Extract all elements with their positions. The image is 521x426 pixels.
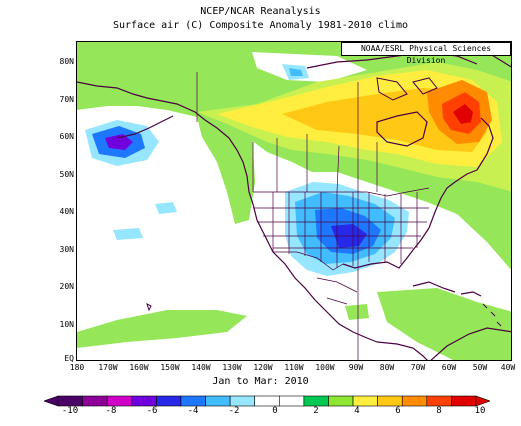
colorbar-cell [229,395,256,407]
mexico-state-lines [316,277,358,305]
islands-arctic-cluster [376,77,438,101]
coastline-aleutians [116,115,174,139]
anomaly-map [76,41,512,361]
lon-label-70w: 70W [410,363,426,372]
colorbar-tick-neg4: -4 [187,406,199,416]
lat-label-20n: 20N [59,282,74,291]
coastline-hudson-bay [376,111,428,147]
lat-label-10n: 10N [59,320,74,329]
coastline-central-america [376,341,428,360]
lon-label-160w: 160W [129,363,149,372]
cold-patch-pacific-2 [113,228,143,240]
coastline-hispaniola [460,291,482,297]
colorbar-cell [57,395,83,407]
credit-label: NOAA/ESRL Physical Sciences Division [341,42,511,65]
colorbar-arrow-high [475,395,490,407]
colorbar-cell [82,395,108,407]
lat-label-50n: 50N [59,170,74,179]
period-label: Jan to Mar: 2010 [212,376,309,387]
coastline-california-baja [252,203,316,301]
colorbar-arrow-low [44,395,59,407]
anomaly-region-1to2-coast [197,117,255,224]
colorbar-cell [180,395,206,407]
map-title: NCEP/NCAR Reanalysis [200,6,321,17]
island-hawaii [146,303,152,312]
anomaly-region-gt8 [453,104,473,124]
colorbar-tick-neg8: -8 [105,406,117,416]
lat-label-40n: 40N [59,207,74,216]
lon-label-140w: 140W [191,363,211,372]
anomaly-region-1to2-tropics [77,310,247,348]
lon-label-90w: 90W [348,363,364,372]
lon-label-170w: 170W [98,363,118,372]
colorbar-cell [278,395,305,407]
map-subtitle: Surface air (C) Composite Anomaly 1981-2… [112,20,408,31]
state-lines-horizontal [253,207,429,249]
colorbar-cell [426,395,452,407]
colorbar-cell [451,395,477,407]
colorbar-cell [377,395,403,407]
coastline-east-us [428,169,478,229]
colorbar-cell [254,395,280,407]
lat-label-70n: 70N [59,95,74,104]
border-us-canada [253,187,430,197]
lon-label-180: 180 [69,363,85,372]
colorbar-cell [303,395,329,407]
lat-label-30n: 30N [59,245,74,254]
anomaly-region-1to2-caribbean [377,288,511,360]
lon-label-80w: 80W [379,363,395,372]
coastline-labrador [476,117,494,171]
cold-region-bering-center [105,134,133,150]
colorbar-tick-neg2: -2 [228,406,240,416]
coastline-siberia [77,81,158,101]
colorbar-cell [106,395,133,407]
colorbar-tick-4: 4 [354,406,360,416]
colorbar-tick-10: 10 [474,406,486,416]
lon-label-130w: 130W [222,363,242,372]
coastline-south-america [430,327,511,360]
lon-label-50w: 50W [472,363,488,372]
lon-label-40w: 40W [500,363,516,372]
province-lines [252,134,378,193]
colorbar-tick-8: 8 [436,406,442,416]
lon-label-60w: 60W [441,363,457,372]
anomaly-region-1to2-mexico [345,304,369,320]
cold-patch-pacific [155,202,177,214]
islands-caribbean [482,303,502,327]
lon-label-110w: 110W [284,363,304,372]
islands [146,77,502,327]
colorbar [44,395,490,407]
colorbar-tick-neg10: -10 [61,406,79,416]
lat-label-60n: 60N [59,132,74,141]
coastline-arctic-islands [306,51,478,69]
coastline-cuba [412,281,456,293]
colorbar-tick-6: 6 [395,406,401,416]
lon-label-100w: 100W [315,363,335,372]
lat-label-80n: 80N [59,57,74,66]
colorbar-cell [352,395,378,407]
colorbar-cell [205,395,231,407]
colorbar-tick-0: 0 [272,406,278,416]
coastline-mexico-west [314,299,378,343]
lon-label-120w: 120W [253,363,273,372]
colorbar-cell [156,395,182,407]
anomaly-map-canvas [77,42,511,360]
political-boundaries [196,72,430,360]
colorbar-cell [401,395,428,407]
cold-spot-alaska-north-core [289,68,303,76]
coastline-gulf [342,227,430,269]
colorbar-cell [131,395,157,407]
lat-label-eq: EQ [64,354,74,363]
lon-label-150w: 150W [160,363,180,372]
coastline-alaska-west-canada [156,99,254,205]
colorbar-cell [328,395,354,407]
colorbar-tick-2: 2 [313,406,319,416]
colorbar-tick-neg6: -6 [146,406,158,416]
